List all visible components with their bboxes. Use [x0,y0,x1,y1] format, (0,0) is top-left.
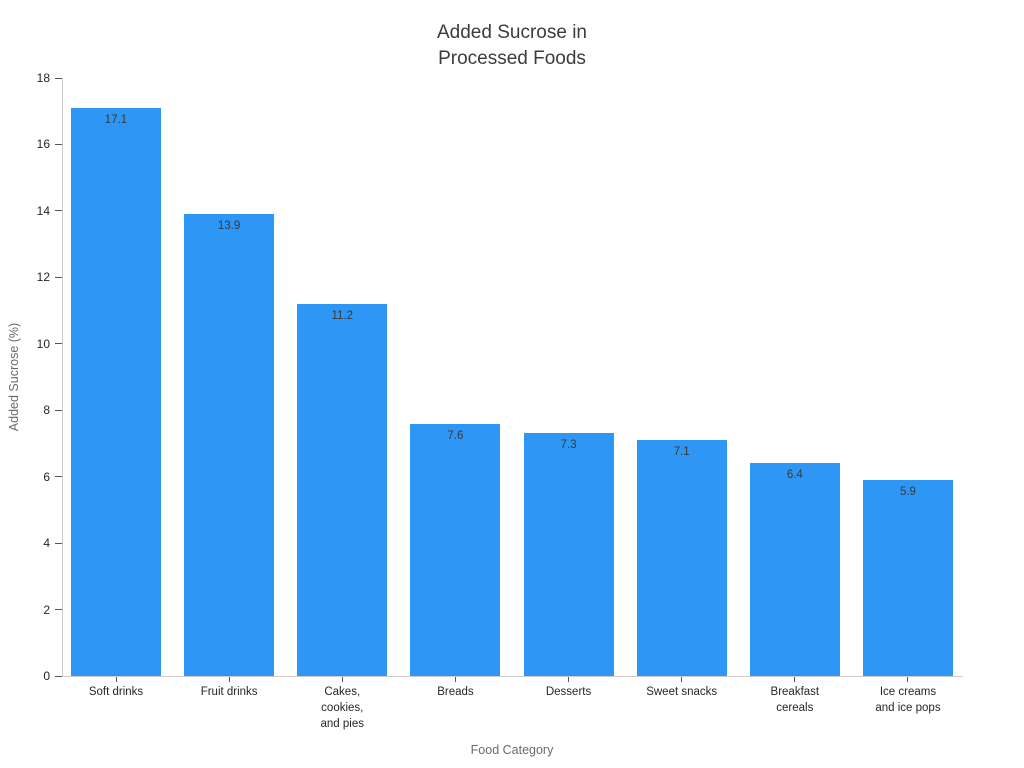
y-axis-tick-label: 4 [43,536,50,551]
y-axis-tick-label: 6 [43,469,50,484]
y-axis-tick [55,542,62,544]
y-axis-tick [55,409,62,411]
y-axis-line [62,78,63,676]
y-axis-tick [55,143,62,145]
y-axis-tick [55,343,62,345]
x-axis-tick [341,677,343,682]
x-axis-tick [568,677,570,682]
x-axis-tick [228,677,230,682]
x-axis-line [62,676,963,677]
bar-value-label: 7.1 [673,446,690,459]
x-axis-category-label: Breakfast cereals [770,686,820,714]
x-axis-tick [794,677,796,682]
x-axis-category-label: Soft drinks [88,686,144,698]
x-axis-category-label: Sweet snacks [646,686,718,698]
x-axis-tick [907,677,909,682]
y-axis-tick [55,675,62,677]
y-axis-tick-label: 10 [36,336,50,351]
y-axis-tick [55,210,62,212]
bar: 6.4 [749,463,840,676]
y-axis-tick [55,476,62,478]
bar-value-label: 6.4 [786,469,803,482]
bar: 13.9 [184,214,275,676]
bar: 17.1 [71,107,161,676]
x-axis-category-label: Cakes, cookies, and pies [320,686,364,730]
bar: 7.6 [410,423,501,676]
chart-title: Added Sucrose in Processed Foods [437,22,587,69]
y-axis-tick-label: 8 [43,403,50,418]
bar: 7.3 [523,433,614,676]
y-axis-tick-label: 18 [36,71,50,85]
y-axis-tick-label: 0 [43,669,50,683]
bar: 7.1 [636,440,727,676]
bar-value-label: 7.3 [560,439,577,452]
bar-value-label: 17.1 [104,113,128,126]
y-axis-tick [55,609,62,611]
x-axis-category-label: Desserts [545,686,592,698]
y-axis-tick-label: 12 [36,270,50,285]
x-axis-tick [115,677,117,682]
x-axis-category-label: Fruit drinks [200,686,258,698]
bar: 11.2 [297,303,388,676]
bar-value-label: 5.9 [899,485,916,498]
y-axis-tick-label: 16 [36,137,50,152]
y-axis-tick-label: 14 [36,203,50,218]
y-axis-tick [55,77,62,79]
bar-value-label: 11.2 [331,309,354,322]
x-axis-category-label: Breads [437,686,474,698]
x-axis-category-label: Ice creams and ice pops [875,686,941,714]
x-axis-tick [454,677,456,682]
x-axis-title: Food Category [470,743,554,757]
bar-value-label: 7.6 [447,429,464,442]
y-axis-tick [55,276,62,278]
bar-value-label: 13.9 [217,220,241,233]
y-axis-tick-label: 2 [43,602,50,617]
bar: 5.9 [862,479,953,676]
x-axis-tick [681,677,683,682]
